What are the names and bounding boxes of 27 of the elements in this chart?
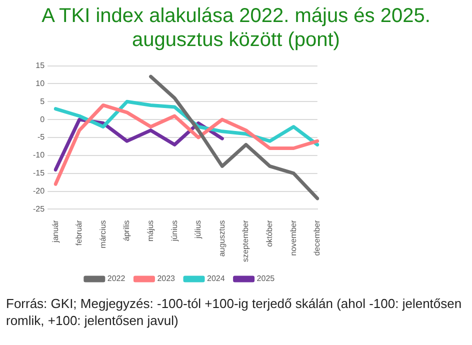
x-tick-label: szeptember: [241, 220, 250, 262]
y-tick-label: -25: [33, 204, 46, 214]
text: Forrás: GKI; Megjegyzés: -100-tól +100-ig terjedő skálán (ahol -100: jelentősen romlik, +100: jelentősen javul): [6, 295, 463, 329]
legend-label: 2024: [207, 274, 226, 284]
legend-label: 2025: [256, 274, 276, 284]
x-tick-label: december: [312, 220, 322, 256]
x-tick-label: június: [170, 220, 179, 242]
x-tick-label: január: [50, 220, 60, 244]
y-tick-label: -20: [33, 186, 46, 196]
legend-label: 2022: [107, 274, 126, 284]
y-tick-label: -10: [33, 150, 46, 160]
legend-label: 2023: [157, 274, 176, 284]
y-tick-label: 15: [36, 61, 46, 70]
y-tick-label: 10: [36, 78, 46, 88]
chart-title: A TKI index alakulása 2022. május és 2025. augusztus között (pont): [40, 4, 432, 52]
x-tick-label: május: [146, 220, 155, 242]
y-tick-label: 0: [40, 114, 46, 124]
x-tick-label: február: [74, 220, 84, 246]
y-tick-label: 5: [40, 96, 46, 106]
x-tick-label: november: [288, 220, 298, 256]
y-tick-label: -15: [33, 168, 46, 178]
x-tick-label: március: [98, 220, 108, 248]
x-tick-label: július: [194, 220, 203, 240]
x-tick-label: április: [122, 220, 132, 242]
x-tick-label: október: [264, 220, 274, 247]
y-tick-label: -5: [37, 132, 46, 142]
x-tick-label: augusztus: [217, 220, 226, 257]
